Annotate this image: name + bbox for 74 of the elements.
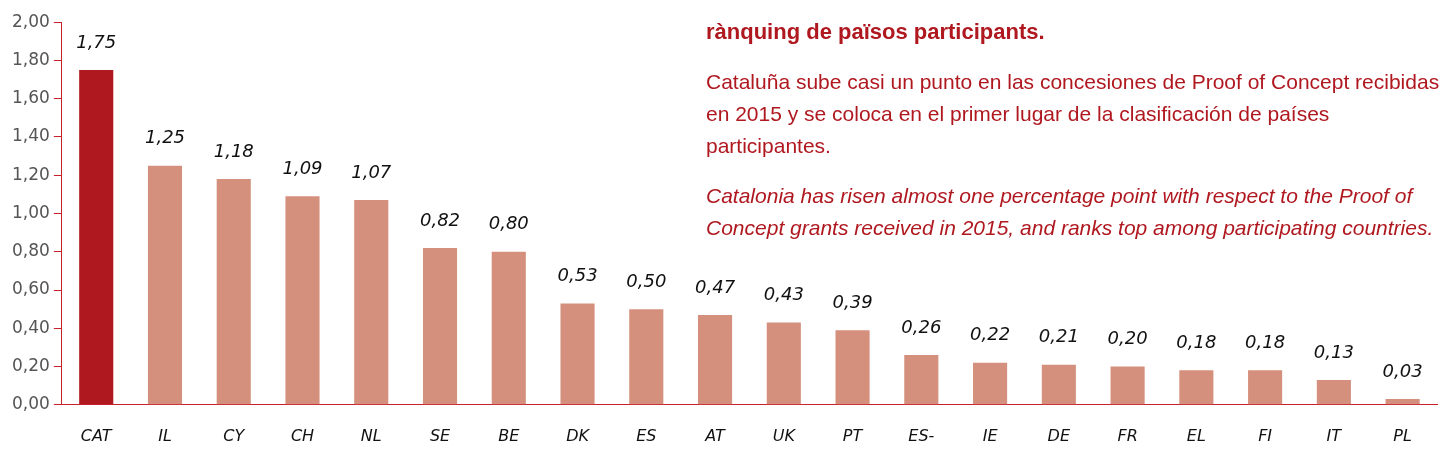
bar — [1385, 399, 1420, 405]
data-label: 0,21 — [1038, 325, 1079, 347]
data-label: 0,13 — [1313, 340, 1354, 362]
annotation: rànquing de països participants. — [706, 18, 1046, 46]
bar — [491, 251, 526, 405]
data-label: 1,09 — [282, 156, 323, 178]
x-tick-label: BE — [498, 425, 521, 445]
x-tick-label: ES- — [908, 425, 935, 445]
x-tick-label: IL — [158, 425, 172, 445]
y-tick-label: 1,00 — [11, 201, 50, 222]
x-tick-label: CAT — [80, 425, 113, 445]
x-tick-label: SE — [429, 425, 452, 445]
data-label: 0,18 — [1245, 331, 1286, 353]
y-tick-label: 0,00 — [11, 393, 50, 414]
data-label: 1,75 — [76, 30, 117, 52]
x-tick-label: EL — [1186, 425, 1206, 445]
bar — [560, 303, 595, 405]
bar — [147, 165, 183, 405]
data-label: 0,39 — [832, 290, 873, 312]
x-tick-label: DK — [566, 425, 591, 445]
data-label: 0,43 — [763, 283, 804, 305]
y-tick-label: 2,00 — [11, 10, 50, 31]
data-label: 0,53 — [557, 264, 598, 286]
y-tick-label: 0,40 — [11, 316, 50, 337]
x-tick-label: PT — [842, 425, 864, 445]
y-tick-label: 0,80 — [11, 240, 50, 261]
data-label: 1,25 — [144, 126, 186, 148]
data-label: 0,80 — [488, 212, 529, 234]
x-tick-label: NL — [360, 425, 382, 445]
data-label: 1,18 — [213, 139, 254, 161]
bar — [698, 314, 733, 405]
bar — [1110, 366, 1145, 405]
bar — [835, 330, 870, 405]
bar — [216, 179, 251, 405]
bar — [629, 309, 664, 405]
bar — [285, 196, 320, 405]
annotation: Cataluña sube casi un punto en las concesiones de Proof of Concept recibidas en 2015 y se coloca en el primer lugar de la clasificación de países participantes. — [706, 69, 1441, 159]
bar — [422, 247, 458, 405]
x-tick-label: CY — [223, 425, 246, 445]
y-tick-label: 1,60 — [11, 87, 50, 108]
bar — [1248, 370, 1283, 405]
x-tick-label: IE — [982, 425, 999, 445]
data-label: 1,07 — [351, 160, 392, 182]
bar — [766, 322, 801, 405]
y-tick-label: 1,40 — [11, 125, 50, 146]
bar — [354, 200, 389, 405]
bar — [1179, 370, 1214, 405]
x-tick-label: PL — [1393, 425, 1412, 445]
bar — [1316, 379, 1351, 405]
x-tick-label: CH — [290, 425, 315, 445]
bar — [79, 70, 114, 405]
x-tick-label: UK — [772, 425, 797, 445]
bar — [973, 362, 1008, 405]
y-tick-label: 1,80 — [11, 48, 50, 69]
data-label: 0,50 — [626, 269, 667, 291]
bar — [1041, 364, 1076, 405]
data-label: 0,47 — [695, 275, 736, 297]
data-label: 0,18 — [1176, 331, 1217, 353]
data-label: 0,20 — [1107, 327, 1148, 349]
x-tick-label: FR — [1117, 425, 1138, 445]
bar — [904, 355, 939, 405]
x-tick-label: DE — [1047, 425, 1071, 445]
x-tick-label: AT — [704, 425, 727, 445]
y-tick-label: 1,20 — [11, 163, 50, 184]
data-label: 0,82 — [419, 208, 461, 230]
data-label: 0,03 — [1382, 359, 1423, 381]
y-tick-label: 0,60 — [11, 278, 50, 299]
x-tick-label: ES — [636, 425, 657, 445]
annotation: Catalonia has risen almost one percentage point with respect to the Proof of Concept grants received in 2015, and ranks top among participating countries. — [706, 183, 1435, 241]
y-tick-label: 0,20 — [11, 354, 50, 375]
x-tick-label: IT — [1326, 425, 1343, 445]
x-tick-label: FI — [1258, 425, 1273, 445]
data-label: 0,22 — [970, 323, 1011, 345]
data-label: 0,26 — [901, 315, 942, 337]
